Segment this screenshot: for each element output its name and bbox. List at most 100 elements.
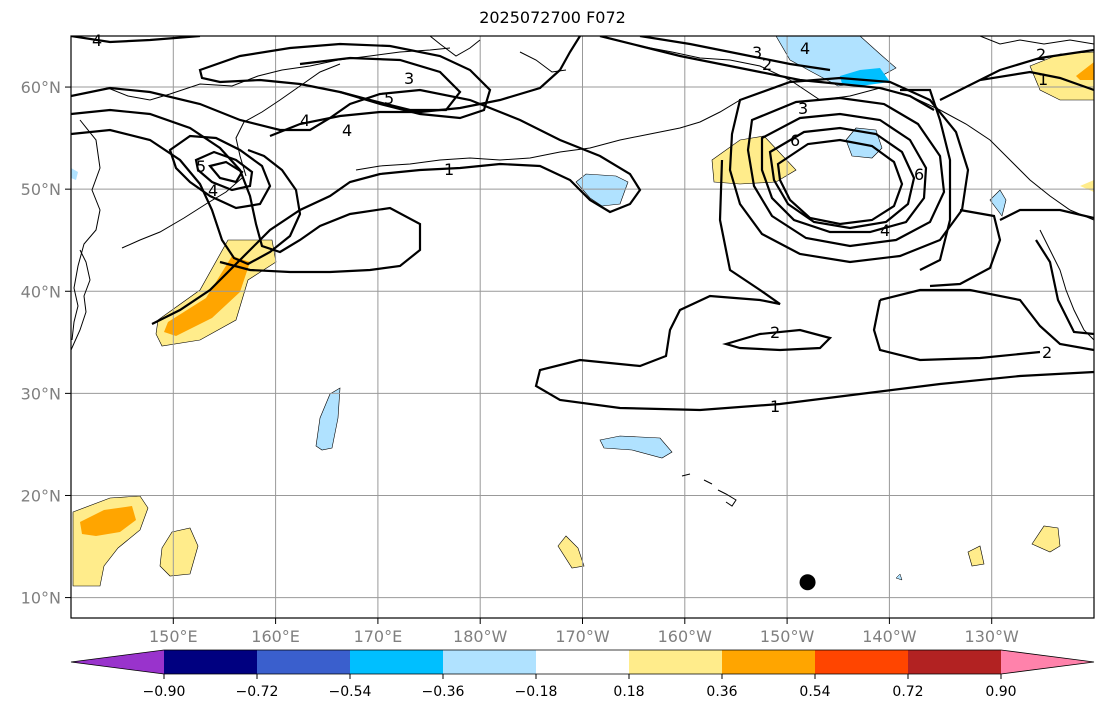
contour-label: 2 bbox=[1036, 45, 1046, 64]
lon-tick-label: 130°W bbox=[965, 627, 1020, 646]
contour-label: 5 bbox=[196, 157, 206, 176]
negative-anomaly-patch bbox=[989, 189, 1007, 217]
contour-line bbox=[71, 128, 302, 266]
colorbar-segment bbox=[350, 650, 443, 674]
contour-line bbox=[939, 48, 1094, 101]
colorbar: −0.90 −0.72 −0.54 −0.36 −0.18 0.18 0.36 0.54 0.7… bbox=[70, 649, 1095, 700]
lon-tick-label: 170°W bbox=[555, 627, 610, 646]
contour-line bbox=[728, 76, 970, 264]
colorbar-tick-label: 0.18 bbox=[613, 684, 644, 700]
contour-line bbox=[746, 96, 946, 248]
coastline-kuriles bbox=[121, 177, 243, 249]
contour-line bbox=[768, 126, 916, 230]
contour-line bbox=[999, 208, 1094, 336]
contour-line bbox=[639, 36, 831, 72]
positive-anomaly-patch bbox=[1076, 62, 1094, 80]
lon-tick-label: 150°E bbox=[149, 627, 198, 646]
gridlines bbox=[71, 36, 1094, 618]
contour-label: 1 bbox=[1038, 70, 1048, 89]
positive-anomaly-patch bbox=[1031, 525, 1061, 553]
contour-label: 1 bbox=[444, 160, 454, 179]
colorbar-segment bbox=[164, 650, 257, 674]
lon-tick-label: 140°W bbox=[862, 627, 917, 646]
contour-label: 4 bbox=[208, 181, 218, 200]
colorbar-tick-label: 0.72 bbox=[892, 684, 923, 700]
positive-anomaly-patch bbox=[557, 535, 585, 569]
positive-anomaly-patch bbox=[1080, 180, 1094, 192]
contour-label: 3 bbox=[752, 43, 762, 62]
map-title: 2025072700 F072 bbox=[479, 8, 626, 27]
colorbar-tick-label: −0.18 bbox=[515, 684, 558, 700]
lat-tick-label: 40°N bbox=[21, 282, 61, 301]
coastline-aleutians bbox=[355, 99, 741, 171]
location-marker bbox=[799, 574, 816, 591]
lat-tick-label: 50°N bbox=[21, 180, 61, 199]
contour-label: 2 bbox=[762, 55, 772, 74]
colorbar-segment bbox=[629, 650, 722, 674]
coastline-north-america bbox=[1039, 229, 1094, 341]
contour-labels: 4 3 5 4 1 5 4 4 3 4 2 3 6 6 4 2 1 2 2 1 bbox=[92, 31, 1052, 416]
lat-tick-label: 30°N bbox=[21, 384, 61, 403]
colorbar-segment bbox=[443, 650, 536, 674]
contour-line bbox=[872, 288, 1094, 362]
shaded-field bbox=[71, 36, 1094, 587]
positive-anomaly-patch bbox=[967, 545, 985, 567]
coastline-north-america bbox=[979, 36, 1094, 45]
contour-line bbox=[534, 159, 1094, 412]
colorbar-segment bbox=[1001, 650, 1094, 674]
contour-label: 3 bbox=[404, 69, 414, 88]
positive-anomaly-patch bbox=[159, 527, 199, 577]
contour-label: 5 bbox=[384, 89, 394, 108]
lon-tick-label: 160°E bbox=[251, 627, 300, 646]
negative-anomaly-patch bbox=[315, 387, 341, 451]
colorbar-tick-label: 0.90 bbox=[985, 684, 1016, 700]
colorbar-segment bbox=[257, 650, 350, 674]
contour-label: 3 bbox=[798, 99, 808, 118]
colorbar-segment bbox=[815, 650, 908, 674]
contour-line bbox=[760, 112, 928, 234]
colorbar-tick-label: −0.72 bbox=[236, 684, 279, 700]
contour-label: 4 bbox=[300, 111, 310, 130]
colorbar-tick-label: 0.36 bbox=[706, 684, 737, 700]
lon-tick-label: 180°W bbox=[453, 627, 508, 646]
contour-line bbox=[299, 56, 462, 112]
positive-anomaly-patch bbox=[80, 506, 136, 536]
colorbar-tick-label: −0.54 bbox=[329, 684, 372, 700]
contour-label: 4 bbox=[800, 39, 810, 58]
contour-label: 6 bbox=[790, 131, 800, 150]
lat-tick-label: 20°N bbox=[21, 486, 61, 505]
lon-tick-label: 170°E bbox=[354, 627, 403, 646]
contour-label: 4 bbox=[92, 31, 102, 50]
coastline-siberia bbox=[429, 36, 567, 73]
contour-line bbox=[198, 42, 492, 120]
negative-anomaly-patch bbox=[845, 127, 883, 159]
lat-tick-label: 60°N bbox=[21, 78, 61, 97]
negative-anomaly-patch bbox=[599, 435, 673, 459]
contour-lines bbox=[71, 36, 1094, 412]
contour-label: 4 bbox=[342, 121, 352, 140]
contour-label: 6 bbox=[914, 165, 924, 184]
contour-line bbox=[208, 160, 244, 184]
coastline-japan bbox=[71, 249, 91, 351]
contour-label: 2 bbox=[1042, 343, 1052, 362]
longitude-labels: 150°E 160°E 170°E 180°W 170°W 160°W 150°W 140°W… bbox=[149, 618, 1019, 646]
contour-line bbox=[168, 134, 272, 210]
contour-label: 1 bbox=[770, 397, 780, 416]
negative-anomaly-patch bbox=[71, 168, 78, 180]
positive-anomaly-patch bbox=[164, 256, 250, 336]
colorbar-tick-label: 0.54 bbox=[799, 684, 830, 700]
colorbar-segment bbox=[71, 650, 164, 674]
contour-line bbox=[71, 36, 201, 44]
colorbar-segment bbox=[722, 650, 815, 674]
latitude-labels: 10°N 20°N 30°N 40°N 50°N 60°N bbox=[21, 78, 71, 608]
contour-label: 2 bbox=[770, 323, 780, 342]
contour-line bbox=[71, 86, 642, 325]
lon-tick-label: 150°W bbox=[760, 627, 815, 646]
negative-anomaly-patch bbox=[895, 573, 903, 581]
contour-line bbox=[269, 36, 581, 138]
contour-label: 4 bbox=[880, 221, 890, 240]
contour-line bbox=[599, 36, 935, 111]
colorbar-tick-label: −0.90 bbox=[143, 684, 186, 700]
contour-line bbox=[900, 88, 1002, 288]
